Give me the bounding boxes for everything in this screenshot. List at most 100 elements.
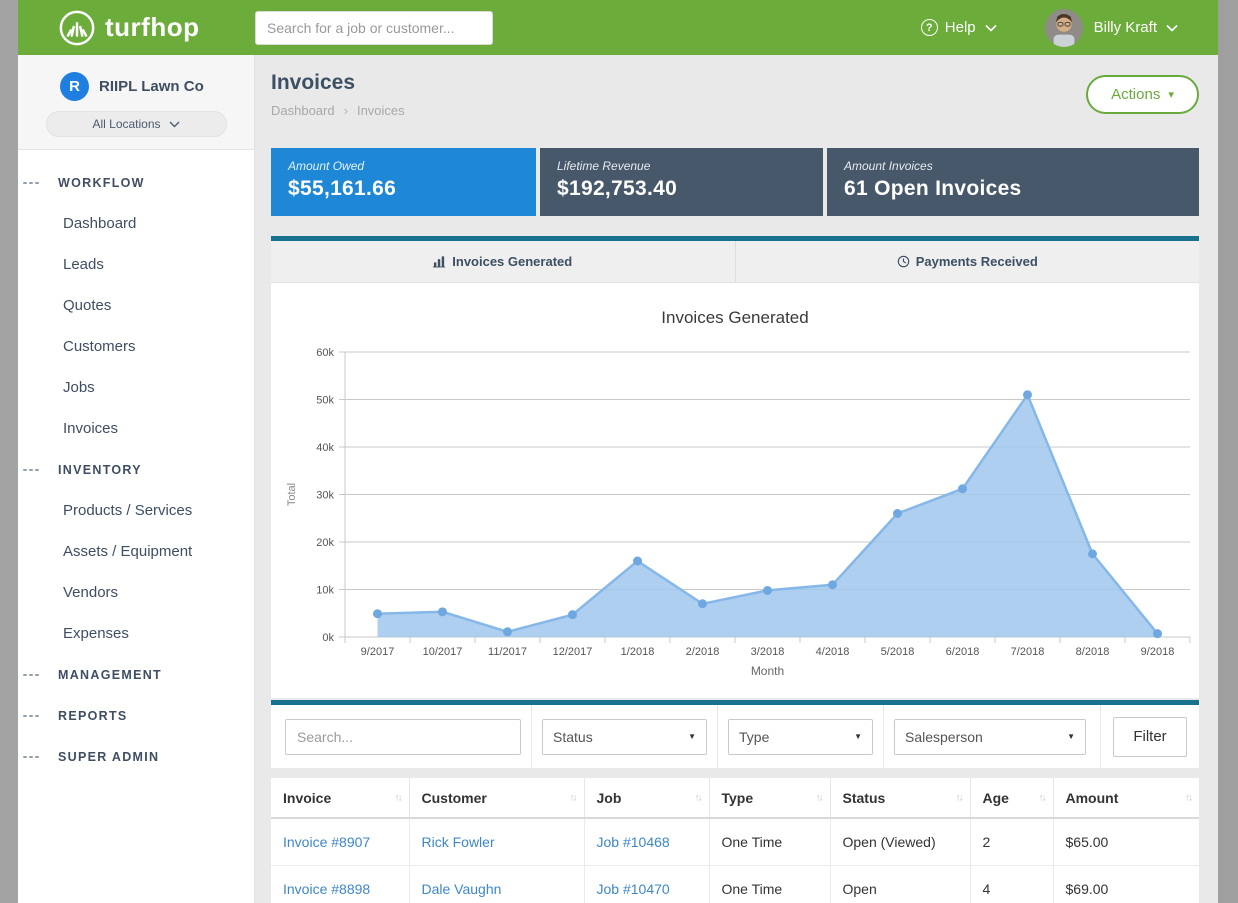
svg-text:5/2018: 5/2018 bbox=[881, 646, 915, 658]
cell-invoice: Invoice #8907 bbox=[271, 818, 409, 865]
job-link[interactable]: Job #10468 bbox=[597, 834, 670, 850]
stat-card-amount-owed: Amount Owed$55,161.66 bbox=[271, 148, 536, 216]
global-search-input[interactable] bbox=[255, 11, 493, 45]
chart-point-11-2017[interactable] bbox=[503, 627, 512, 636]
actions-button[interactable]: Actions ▾ bbox=[1086, 75, 1199, 114]
table-search-input[interactable] bbox=[285, 719, 521, 755]
cell-amount: $69.00 bbox=[1053, 865, 1199, 903]
svg-text:Invoices Generated: Invoices Generated bbox=[661, 308, 808, 327]
svg-text:60k: 60k bbox=[316, 347, 334, 359]
filter-button[interactable]: Filter bbox=[1113, 717, 1187, 757]
svg-text:40k: 40k bbox=[316, 442, 334, 454]
sort-icon[interactable]: ↑↓ bbox=[1185, 792, 1191, 803]
status-select[interactable]: Status▼ bbox=[542, 719, 707, 755]
breadcrumb-dashboard[interactable]: Dashboard bbox=[271, 103, 335, 118]
svg-text:7/2018: 7/2018 bbox=[1011, 646, 1045, 658]
sidebar-item-dashboard[interactable]: Dashboard bbox=[18, 203, 254, 244]
sidebar-nav: WORKFLOWDashboardLeadsQuotesCustomersJob… bbox=[18, 150, 254, 777]
chart-point-2-2018[interactable] bbox=[698, 599, 707, 608]
chevron-down-icon bbox=[1166, 19, 1178, 37]
type-select[interactable]: Type▼ bbox=[728, 719, 873, 755]
page-title: Invoices bbox=[271, 71, 355, 95]
bar-chart-icon bbox=[433, 255, 446, 268]
sidebar-section-inventory[interactable]: INVENTORY bbox=[18, 449, 254, 490]
column-header-customer[interactable]: Customer↑↓ bbox=[409, 778, 584, 818]
sidebar-section-workflow[interactable]: WORKFLOW bbox=[18, 162, 254, 203]
sort-icon[interactable]: ↑↓ bbox=[816, 792, 822, 803]
app-window: turfhop ? Help Billy Kraft bbox=[18, 0, 1218, 903]
sidebar-item-customers[interactable]: Customers bbox=[18, 326, 254, 367]
location-selector[interactable]: All Locations bbox=[46, 111, 227, 137]
sidebar-item-expenses[interactable]: Expenses bbox=[18, 613, 254, 654]
chart-point-1-2018[interactable] bbox=[633, 557, 642, 566]
sort-icon[interactable]: ↑↓ bbox=[956, 792, 962, 803]
chart-point-12-2017[interactable] bbox=[568, 610, 577, 619]
cell-job: Job #10468 bbox=[584, 818, 709, 865]
chart-point-6-2018[interactable] bbox=[958, 484, 967, 493]
invoice-link[interactable]: Invoice #8907 bbox=[283, 834, 370, 850]
sidebar-item-leads[interactable]: Leads bbox=[18, 244, 254, 285]
chart-point-9-2018[interactable] bbox=[1153, 629, 1162, 638]
sidebar-section-super-admin[interactable]: SUPER ADMIN bbox=[18, 736, 254, 777]
sort-icon[interactable]: ↑↓ bbox=[1039, 792, 1045, 803]
svg-text:9/2017: 9/2017 bbox=[361, 646, 395, 658]
cell-type: One Time bbox=[709, 865, 830, 903]
sort-icon[interactable]: ↑↓ bbox=[395, 792, 401, 803]
chart-point-8-2018[interactable] bbox=[1088, 549, 1097, 558]
sort-icon[interactable]: ↑↓ bbox=[570, 792, 576, 803]
user-menu[interactable]: Billy Kraft bbox=[1045, 9, 1178, 47]
invoice-link[interactable]: Invoice #8898 bbox=[283, 881, 370, 897]
help-menu[interactable]: ? Help bbox=[921, 19, 997, 37]
cell-customer: Rick Fowler bbox=[409, 818, 584, 865]
sidebar-item-vendors[interactable]: Vendors bbox=[18, 572, 254, 613]
sidebar-section-reports[interactable]: REPORTS bbox=[18, 695, 254, 736]
column-header-type[interactable]: Type↑↓ bbox=[709, 778, 830, 818]
sidebar-item-assets-equipment[interactable]: Assets / Equipment bbox=[18, 531, 254, 572]
sidebar-section-management[interactable]: MANAGEMENT bbox=[18, 654, 254, 695]
svg-text:Month: Month bbox=[751, 664, 784, 678]
svg-text:12/2017: 12/2017 bbox=[553, 646, 593, 658]
right-edge-gutter bbox=[1218, 0, 1238, 903]
sidebar: R RIIPL Lawn Co All Locations WORKFLOWDa… bbox=[18, 55, 255, 903]
stats-row: Amount Owed$55,161.66Lifetime Revenue$19… bbox=[271, 148, 1199, 216]
sidebar-item-products-services[interactable]: Products / Services bbox=[18, 490, 254, 531]
chart-point-7-2018[interactable] bbox=[1023, 390, 1032, 399]
chart-point-4-2018[interactable] bbox=[828, 580, 837, 589]
salesperson-select[interactable]: Salesperson▼ bbox=[894, 719, 1086, 755]
breadcrumb-invoices: Invoices bbox=[357, 103, 405, 118]
chart-point-10-2017[interactable] bbox=[438, 607, 447, 616]
column-header-invoice[interactable]: Invoice↑↓ bbox=[271, 778, 409, 818]
svg-text:2/2018: 2/2018 bbox=[686, 646, 720, 658]
sidebar-item-jobs[interactable]: Jobs bbox=[18, 367, 254, 408]
filter-card: Status▼ Type▼ Salesperson▼ Filter bbox=[271, 700, 1199, 768]
table-header-row: Invoice↑↓Customer↑↓Job↑↓Type↑↓Status↑↓Ag… bbox=[271, 778, 1199, 818]
section-dashes-icon bbox=[23, 756, 39, 758]
column-header-job[interactable]: Job↑↓ bbox=[584, 778, 709, 818]
tab-payments-received[interactable]: Payments Received bbox=[735, 241, 1200, 282]
customer-link[interactable]: Rick Fowler bbox=[422, 834, 495, 850]
chart-point-9-2017[interactable] bbox=[373, 609, 382, 618]
column-header-status[interactable]: Status↑↓ bbox=[830, 778, 970, 818]
stat-value: $55,161.66 bbox=[288, 177, 519, 201]
sidebar-company-block: R RIIPL Lawn Co All Locations bbox=[18, 55, 254, 150]
svg-text:10/2017: 10/2017 bbox=[423, 646, 463, 658]
svg-text:9/2018: 9/2018 bbox=[1141, 646, 1175, 658]
chart-point-3-2018[interactable] bbox=[763, 586, 772, 595]
sidebar-item-invoices[interactable]: Invoices bbox=[18, 408, 254, 449]
cell-customer: Dale Vaughn bbox=[409, 865, 584, 903]
svg-text:6/2018: 6/2018 bbox=[946, 646, 980, 658]
tab-invoices-generated[interactable]: Invoices Generated bbox=[271, 241, 735, 282]
table-row: Invoice #8898 Dale Vaughn Job #10470 One Ti… bbox=[271, 865, 1199, 903]
column-header-age[interactable]: Age↑↓ bbox=[970, 778, 1053, 818]
job-link[interactable]: Job #10470 bbox=[597, 881, 670, 897]
svg-text:8/2018: 8/2018 bbox=[1076, 646, 1110, 658]
sort-icon[interactable]: ↑↓ bbox=[695, 792, 701, 803]
cell-invoice: Invoice #8898 bbox=[271, 865, 409, 903]
brand-logo[interactable]: turfhop bbox=[18, 9, 255, 47]
customer-link[interactable]: Dale Vaughn bbox=[422, 881, 502, 897]
column-header-amount[interactable]: Amount↑↓ bbox=[1053, 778, 1199, 818]
sidebar-item-quotes[interactable]: Quotes bbox=[18, 285, 254, 326]
chevron-down-icon bbox=[985, 19, 997, 37]
chart-point-5-2018[interactable] bbox=[893, 509, 902, 518]
user-avatar bbox=[1045, 9, 1083, 47]
